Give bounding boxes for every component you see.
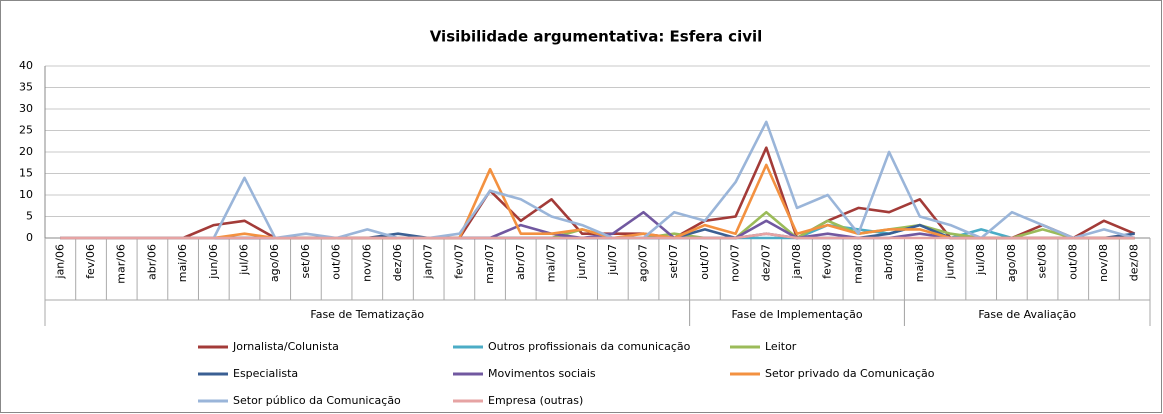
x-tick-label: nov/07: [729, 244, 742, 282]
legend-label: Movimentos sociais: [488, 367, 596, 380]
x-tick-label: set/06: [299, 244, 312, 279]
y-tick-label: 5: [26, 210, 33, 223]
x-tick-label: abr/07: [514, 244, 527, 280]
legend-label: Leitor: [765, 340, 797, 353]
x-tick-label: jun/08: [943, 244, 956, 280]
x-tick-label: dez/06: [391, 244, 404, 281]
x-tick-label: jul/08: [974, 244, 987, 276]
x-tick-label: dez/07: [759, 244, 772, 281]
x-tick-label: ago/07: [637, 244, 650, 282]
legend-label: Setor público da Comunicação: [233, 394, 401, 407]
x-tick-label: nov/08: [1097, 244, 1110, 282]
x-tick-label: out/06: [330, 244, 343, 280]
y-tick-label: 25: [19, 124, 33, 137]
x-tick-label: abr/06: [145, 244, 158, 280]
x-tick-label: set/08: [1036, 244, 1049, 279]
x-tick-label: nov/06: [360, 244, 373, 282]
y-tick-label: 30: [19, 102, 33, 115]
x-tick-label: fev/06: [84, 244, 97, 279]
x-tick-label: mar/08: [851, 244, 864, 284]
y-tick-label: 35: [19, 81, 33, 94]
x-tick-label: jul/06: [238, 244, 251, 276]
chart-title: Visibilidade argumentativa: Esfera civil: [430, 28, 763, 46]
x-tick-label: mai/07: [544, 244, 557, 282]
group-label: Fase de Tematização: [310, 308, 424, 321]
y-tick-label: 15: [19, 167, 33, 180]
legend-label: Jornalista/Colunista: [232, 340, 339, 353]
x-tick-label: jul/07: [606, 244, 619, 276]
y-tick-label: 10: [19, 188, 33, 201]
legend-label: Outros profissionais da comunicação: [488, 340, 691, 353]
legend-label: Empresa (outras): [488, 394, 583, 407]
x-tick-label: jun/06: [207, 244, 220, 280]
x-tick-label: ago/08: [1005, 244, 1018, 282]
x-tick-label: jun/07: [575, 244, 588, 280]
x-tick-label: jan/07: [422, 244, 435, 279]
x-tick-label: mai/06: [176, 244, 189, 282]
x-tick-label: fev/08: [821, 244, 834, 279]
x-tick-label: abr/08: [882, 244, 895, 280]
series-line: [60, 120, 1136, 240]
x-tick-label: out/08: [1066, 244, 1079, 280]
y-tick-label: 20: [19, 145, 33, 158]
group-label: Fase de Avaliação: [978, 308, 1076, 321]
x-tick-label: ago/06: [268, 244, 281, 282]
x-tick-label: out/07: [698, 244, 711, 280]
legend-label: Especialista: [233, 367, 298, 380]
x-tick-label: jan/08: [790, 244, 803, 279]
x-tick-label: fev/07: [452, 244, 465, 279]
y-tick-label: 40: [19, 59, 33, 72]
group-label: Fase de Implementação: [731, 308, 862, 321]
x-tick-label: mar/07: [483, 244, 496, 284]
x-tick-label: jan/06: [53, 244, 66, 279]
legend-label: Setor privado da Comunicação: [765, 367, 935, 380]
x-tick-label: set/07: [667, 244, 680, 279]
series-line: [60, 232, 1135, 240]
y-tick-label: 0: [26, 231, 33, 244]
x-tick-label: mai/08: [913, 244, 926, 282]
x-tick-label: mar/06: [115, 244, 128, 284]
x-tick-label: dez/08: [1128, 244, 1141, 281]
